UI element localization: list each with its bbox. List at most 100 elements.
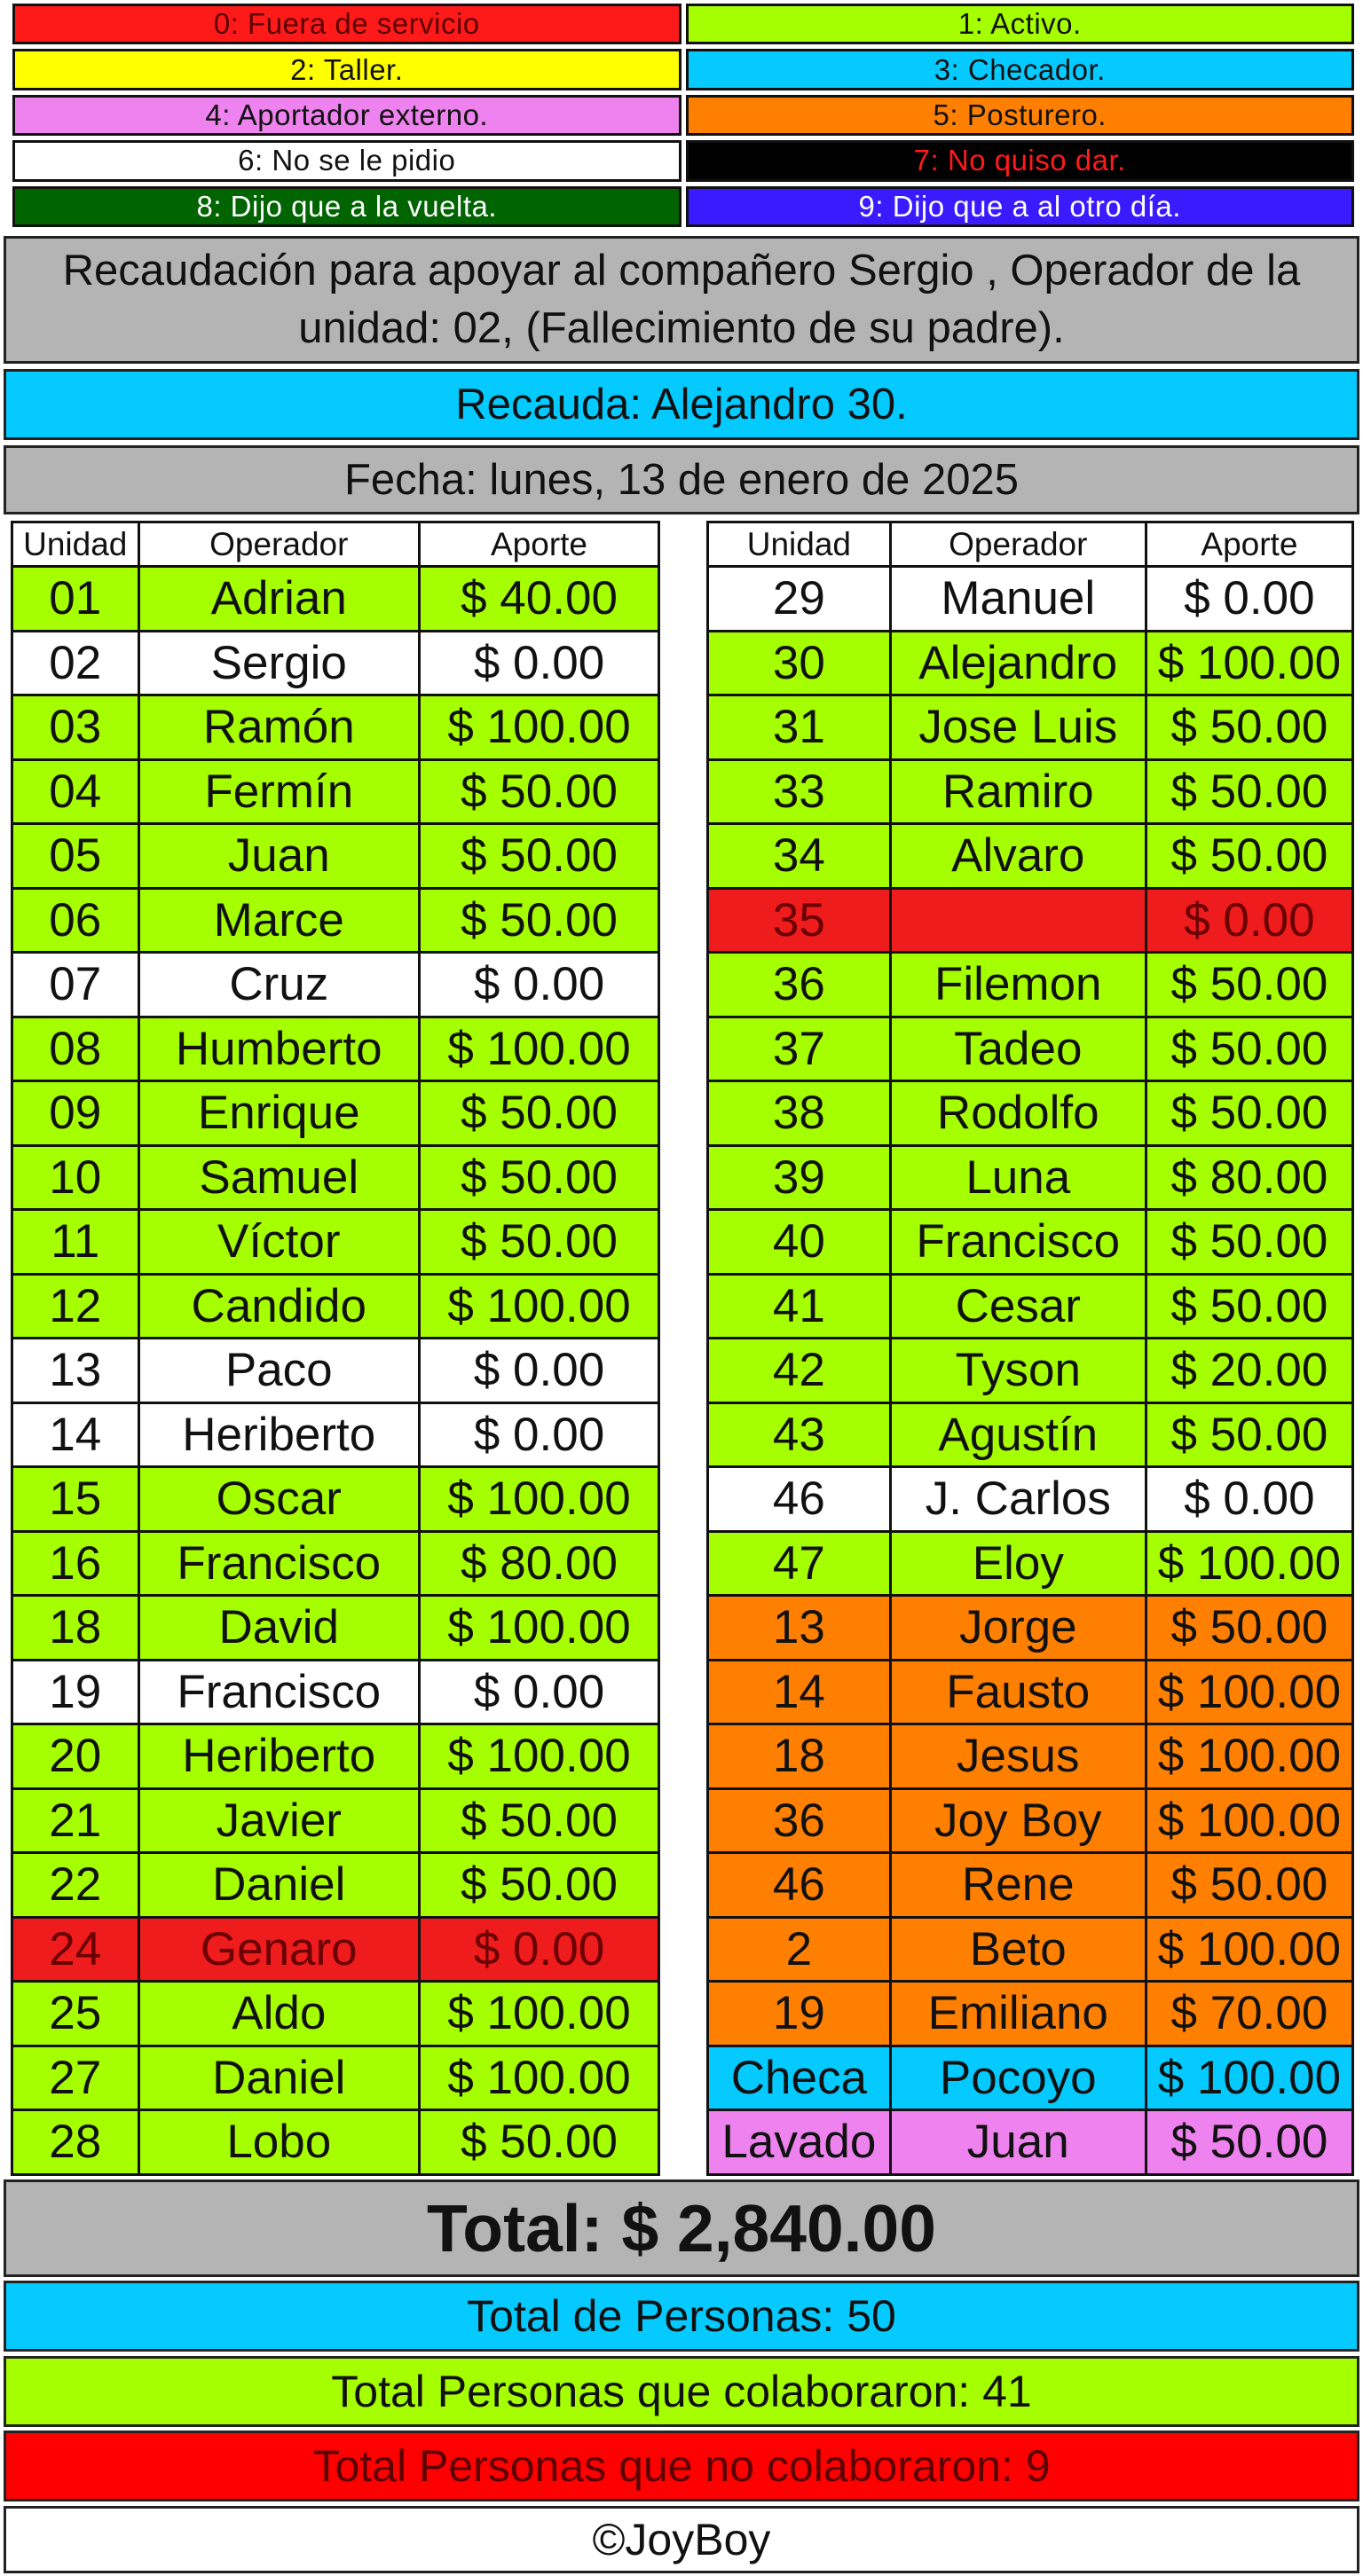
operator-cell: Paco: [137, 1337, 422, 1404]
operator-cell: Juan: [888, 2109, 1147, 2176]
operator-cell: Jose Luis: [888, 694, 1147, 761]
table-row: 19 Emiliano $ 70.00: [706, 1980, 1355, 2047]
contribution-cell: $ 50.00: [1144, 1272, 1355, 1339]
operator-cell: Candido: [137, 1272, 422, 1339]
legend-item: 8: Dijo que a la vuelta.: [12, 185, 682, 227]
unit-cell: 21: [11, 1787, 140, 1854]
operator-cell: Eloy: [888, 1529, 1147, 1597]
unit-cell: 35: [706, 886, 892, 954]
legend-item: 4: Aportador externo.: [12, 94, 682, 137]
column-header-unit: Unidad: [706, 521, 892, 568]
contribution-cell: $ 100.00: [418, 1465, 660, 1533]
unit-cell: 02: [11, 629, 140, 696]
operator-cell: Francisco: [137, 1658, 422, 1725]
contribution-cell: $ 100.00: [1144, 1723, 1355, 1790]
table-row: 34 Alvaro $ 50.00: [706, 822, 1355, 890]
operator-cell: Aldo: [137, 1980, 422, 2047]
table-row: 27 Daniel $ 100.00: [11, 2044, 660, 2111]
table-row: 38 Rodolfo $ 50.00: [706, 1080, 1355, 1147]
unit-cell: 22: [11, 1851, 140, 1919]
table-row: 09 Enrique $ 50.00: [11, 1080, 660, 1147]
unit-cell: 30: [706, 629, 892, 696]
operator-cell: Alvaro: [888, 822, 1147, 890]
unit-cell: 29: [706, 565, 892, 632]
table-row: Lavado Juan $ 50.00: [706, 2109, 1355, 2176]
operator-cell: Enrique: [137, 1080, 422, 1147]
unit-cell: 38: [706, 1080, 892, 1147]
operator-cell: Javier: [137, 1787, 422, 1854]
collaborated-text: Total Personas que colaboraron: 41: [331, 2367, 1032, 2416]
table-row: 15 Oscar $ 100.00: [11, 1465, 660, 1533]
table-row: 13 Jorge $ 50.00: [706, 1594, 1355, 1661]
contribution-cell: $ 50.00: [1144, 1208, 1355, 1276]
unit-cell: 08: [11, 1015, 140, 1082]
table-row: Checa Pocoyo $ 100.00: [706, 2044, 1355, 2111]
table-row: 25 Aldo $ 100.00: [11, 1980, 660, 2047]
table-row: 41 Cesar $ 50.00: [706, 1272, 1355, 1339]
operator-cell: Heriberto: [137, 1723, 422, 1790]
contribution-cell: $ 100.00: [1144, 1915, 1355, 1983]
contribution-cell: $ 100.00: [1144, 1658, 1355, 1725]
operator-cell: Ramiro: [888, 758, 1147, 825]
table-row: 06 Marce $ 50.00: [11, 886, 660, 954]
operator-cell: Rene: [888, 1851, 1147, 1919]
table-row: 36 Filemon $ 50.00: [706, 951, 1355, 1018]
table-row: 35 $ 0.00: [706, 886, 1355, 954]
contribution-cell: $ 100.00: [418, 1723, 660, 1790]
unit-cell: 40: [706, 1208, 892, 1276]
table-row: 18 Jesus $ 100.00: [706, 1723, 1355, 1790]
table-row: 03 Ramón $ 100.00: [11, 694, 660, 761]
column-header-contribution: Aporte: [1144, 521, 1355, 568]
contribution-cell: $ 0.00: [418, 951, 660, 1018]
contribution-cell: $ 50.00: [418, 1080, 660, 1147]
contribution-cell: $ 50.00: [1144, 1851, 1355, 1919]
operator-cell: David: [137, 1594, 422, 1661]
table-row: 30 Alejandro $ 100.00: [706, 629, 1355, 696]
legend-item: 3: Checador.: [685, 49, 1354, 90]
legend-item: 7: No quiso dar.: [685, 140, 1354, 182]
contribution-cell: $ 100.00: [418, 1980, 660, 2047]
contribution-cell: $ 50.00: [418, 1143, 660, 1211]
contribution-cell: $ 100.00: [418, 2044, 660, 2111]
unit-cell: 15: [11, 1465, 140, 1533]
unit-cell: 39: [706, 1143, 892, 1211]
table-row: 2 Beto $ 100.00: [706, 1915, 1355, 1983]
unit-cell: 05: [11, 822, 140, 890]
table-row: 21 Javier $ 50.00: [11, 1787, 660, 1854]
table-row: 08 Humberto $ 100.00: [11, 1015, 660, 1082]
table-row: 46 Rene $ 50.00: [706, 1851, 1355, 1919]
unit-cell: 13: [11, 1337, 140, 1404]
table-row: 04 Fermín $ 50.00: [11, 758, 660, 825]
operator-cell: Jesus: [888, 1723, 1147, 1790]
unit-cell: 14: [706, 1658, 892, 1725]
operator-cell: Genaro: [137, 1915, 422, 1983]
legend-item: 6: No se le pidio: [12, 140, 682, 182]
operator-cell: Daniel: [137, 1851, 422, 1919]
operator-cell: Alejandro: [888, 629, 1147, 696]
contribution-cell: $ 0.00: [418, 1915, 660, 1983]
operator-cell: Víctor: [137, 1208, 422, 1276]
operator-cell: Francisco: [888, 1208, 1147, 1276]
unit-cell: 20: [11, 1723, 140, 1790]
unit-cell: 25: [11, 1980, 140, 2047]
contribution-cell: $ 50.00: [418, 1208, 660, 1276]
contribution-cell: $ 0.00: [418, 1337, 660, 1404]
unit-cell: 24: [11, 1915, 140, 1983]
column-header-operator: Operador: [888, 521, 1147, 568]
table-row: 07 Cruz $ 0.00: [11, 951, 660, 1018]
date-text: Fecha: lunes, 13 de enero de 2025: [343, 456, 1020, 504]
table-row: 24 Genaro $ 0.00: [11, 1915, 660, 1983]
table-row: 16 Francisco $ 80.00: [11, 1529, 660, 1597]
unit-cell: 10: [11, 1143, 140, 1211]
table-row: 33 Ramiro $ 50.00: [706, 758, 1355, 825]
operator-cell: Tyson: [888, 1337, 1147, 1404]
table-row: 10 Samuel $ 50.00: [11, 1143, 660, 1211]
contribution-cell: $ 50.00: [1144, 1015, 1355, 1082]
contribution-cell: $ 100.00: [1144, 629, 1355, 696]
operator-cell: Fausto: [888, 1658, 1147, 1725]
unit-cell: 16: [11, 1529, 140, 1597]
operator-cell: Pocoyo: [888, 2044, 1147, 2111]
table-row: 28 Lobo $ 50.00: [11, 2109, 660, 2176]
contribution-cell: $ 100.00: [1144, 1529, 1355, 1597]
operator-cell: Beto: [888, 1915, 1147, 1983]
